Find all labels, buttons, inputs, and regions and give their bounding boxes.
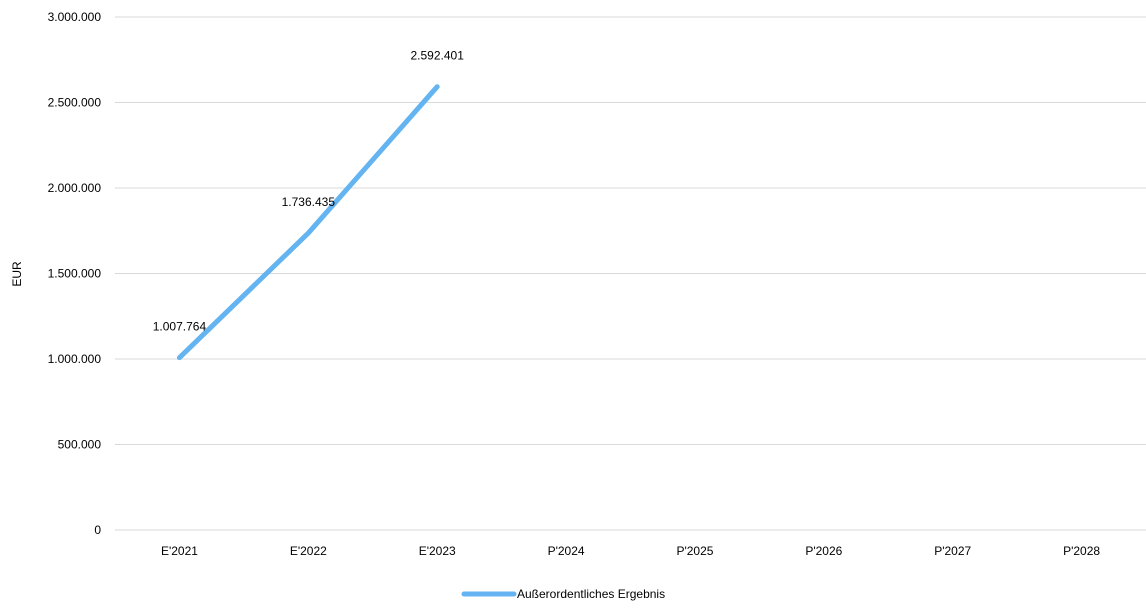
legend: Außerordentliches Ergebnis xyxy=(461,587,665,601)
data-labels: 1.007.764 1.736.435 2.592.401 xyxy=(153,49,464,334)
y-tick-label: 3.000.000 xyxy=(48,10,102,24)
y-tick-label: 2.000.000 xyxy=(48,181,102,195)
x-tick-label: E'2022 xyxy=(290,544,327,558)
x-tick-label: E'2023 xyxy=(419,544,456,558)
y-tick-label: 0 xyxy=(94,523,101,537)
y-axis-ticks: 0 500.000 1.000.000 1.500.000 2.000.000 2.500… xyxy=(48,10,102,537)
data-label: 2.592.401 xyxy=(410,49,464,63)
y-tick-label: 500.000 xyxy=(58,438,102,452)
y-tick-label: 2.500.000 xyxy=(48,96,102,110)
series xyxy=(176,84,440,361)
gridlines xyxy=(115,16,1146,531)
data-label: 1.007.764 xyxy=(153,320,207,334)
y-tick-label: 1.500.000 xyxy=(48,267,102,281)
y-axis-title: EUR xyxy=(10,261,24,287)
data-label: 1.736.435 xyxy=(282,195,336,209)
y-tick-label: 1.000.000 xyxy=(48,352,102,366)
x-tick-label: P'2028 xyxy=(1063,544,1100,558)
x-tick-label: P'2026 xyxy=(805,544,842,558)
legend-label: Außerordentliches Ergebnis xyxy=(517,587,665,601)
series-line xyxy=(176,84,440,361)
x-tick-label: E'2021 xyxy=(161,544,198,558)
x-axis-ticks: E'2021 E'2022 E'2023 P'2024 P'2025 P'2026 P'20… xyxy=(161,544,1100,558)
x-tick-label: P'2024 xyxy=(548,544,585,558)
x-tick-label: P'2025 xyxy=(676,544,713,558)
x-tick-label: P'2027 xyxy=(934,544,971,558)
